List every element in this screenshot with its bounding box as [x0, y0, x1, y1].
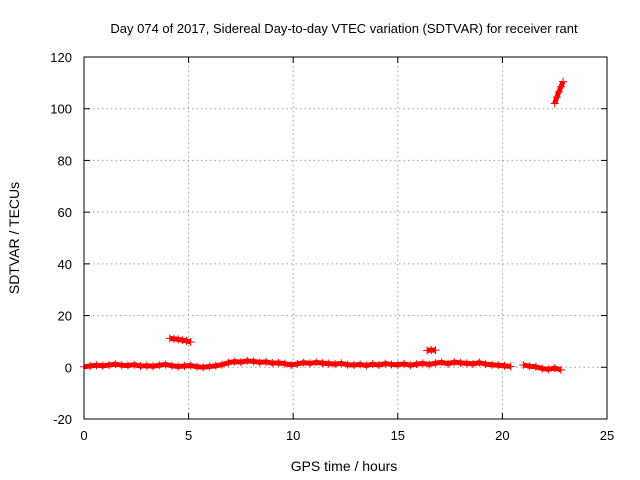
chart-title: Day 074 of 2017, Sidereal Day-to-day VTE… [110, 21, 578, 36]
data-point [431, 346, 440, 355]
grid-lines [84, 57, 607, 419]
plot-frame [83, 56, 608, 420]
axis-ticks: 0 5 10 15 20 25 -20 0 20 40 60 80 100 120 [50, 50, 614, 443]
y-tick-label: 60 [58, 205, 72, 220]
y-tick-label: 80 [58, 153, 72, 168]
series-1 [80, 356, 565, 374]
y-tick-label: 40 [58, 257, 72, 272]
series-3 [423, 345, 440, 355]
y-axis-label: SDTVAR / TECUs [6, 182, 22, 294]
x-tick-label: 10 [286, 428, 300, 443]
x-tick-label: 15 [391, 428, 405, 443]
x-tick-label: 5 [185, 428, 192, 443]
x-tick-label: 25 [600, 428, 614, 443]
series-4 [550, 77, 568, 108]
data-point [186, 337, 195, 346]
y-tick-label: 120 [50, 50, 72, 65]
y-tick-label: -20 [53, 412, 72, 427]
y-tick-label: 20 [58, 309, 72, 324]
data-point [506, 362, 515, 371]
y-tick-label: 100 [50, 102, 72, 117]
x-tick-label: 0 [80, 428, 87, 443]
data-point [556, 365, 565, 374]
data-points [80, 77, 568, 374]
data-point [559, 77, 568, 86]
series-2 [165, 334, 195, 346]
x-axis-label: GPS time / hours [291, 458, 398, 474]
y-tick-label: 0 [65, 360, 72, 375]
x-tick-label: 20 [495, 428, 509, 443]
